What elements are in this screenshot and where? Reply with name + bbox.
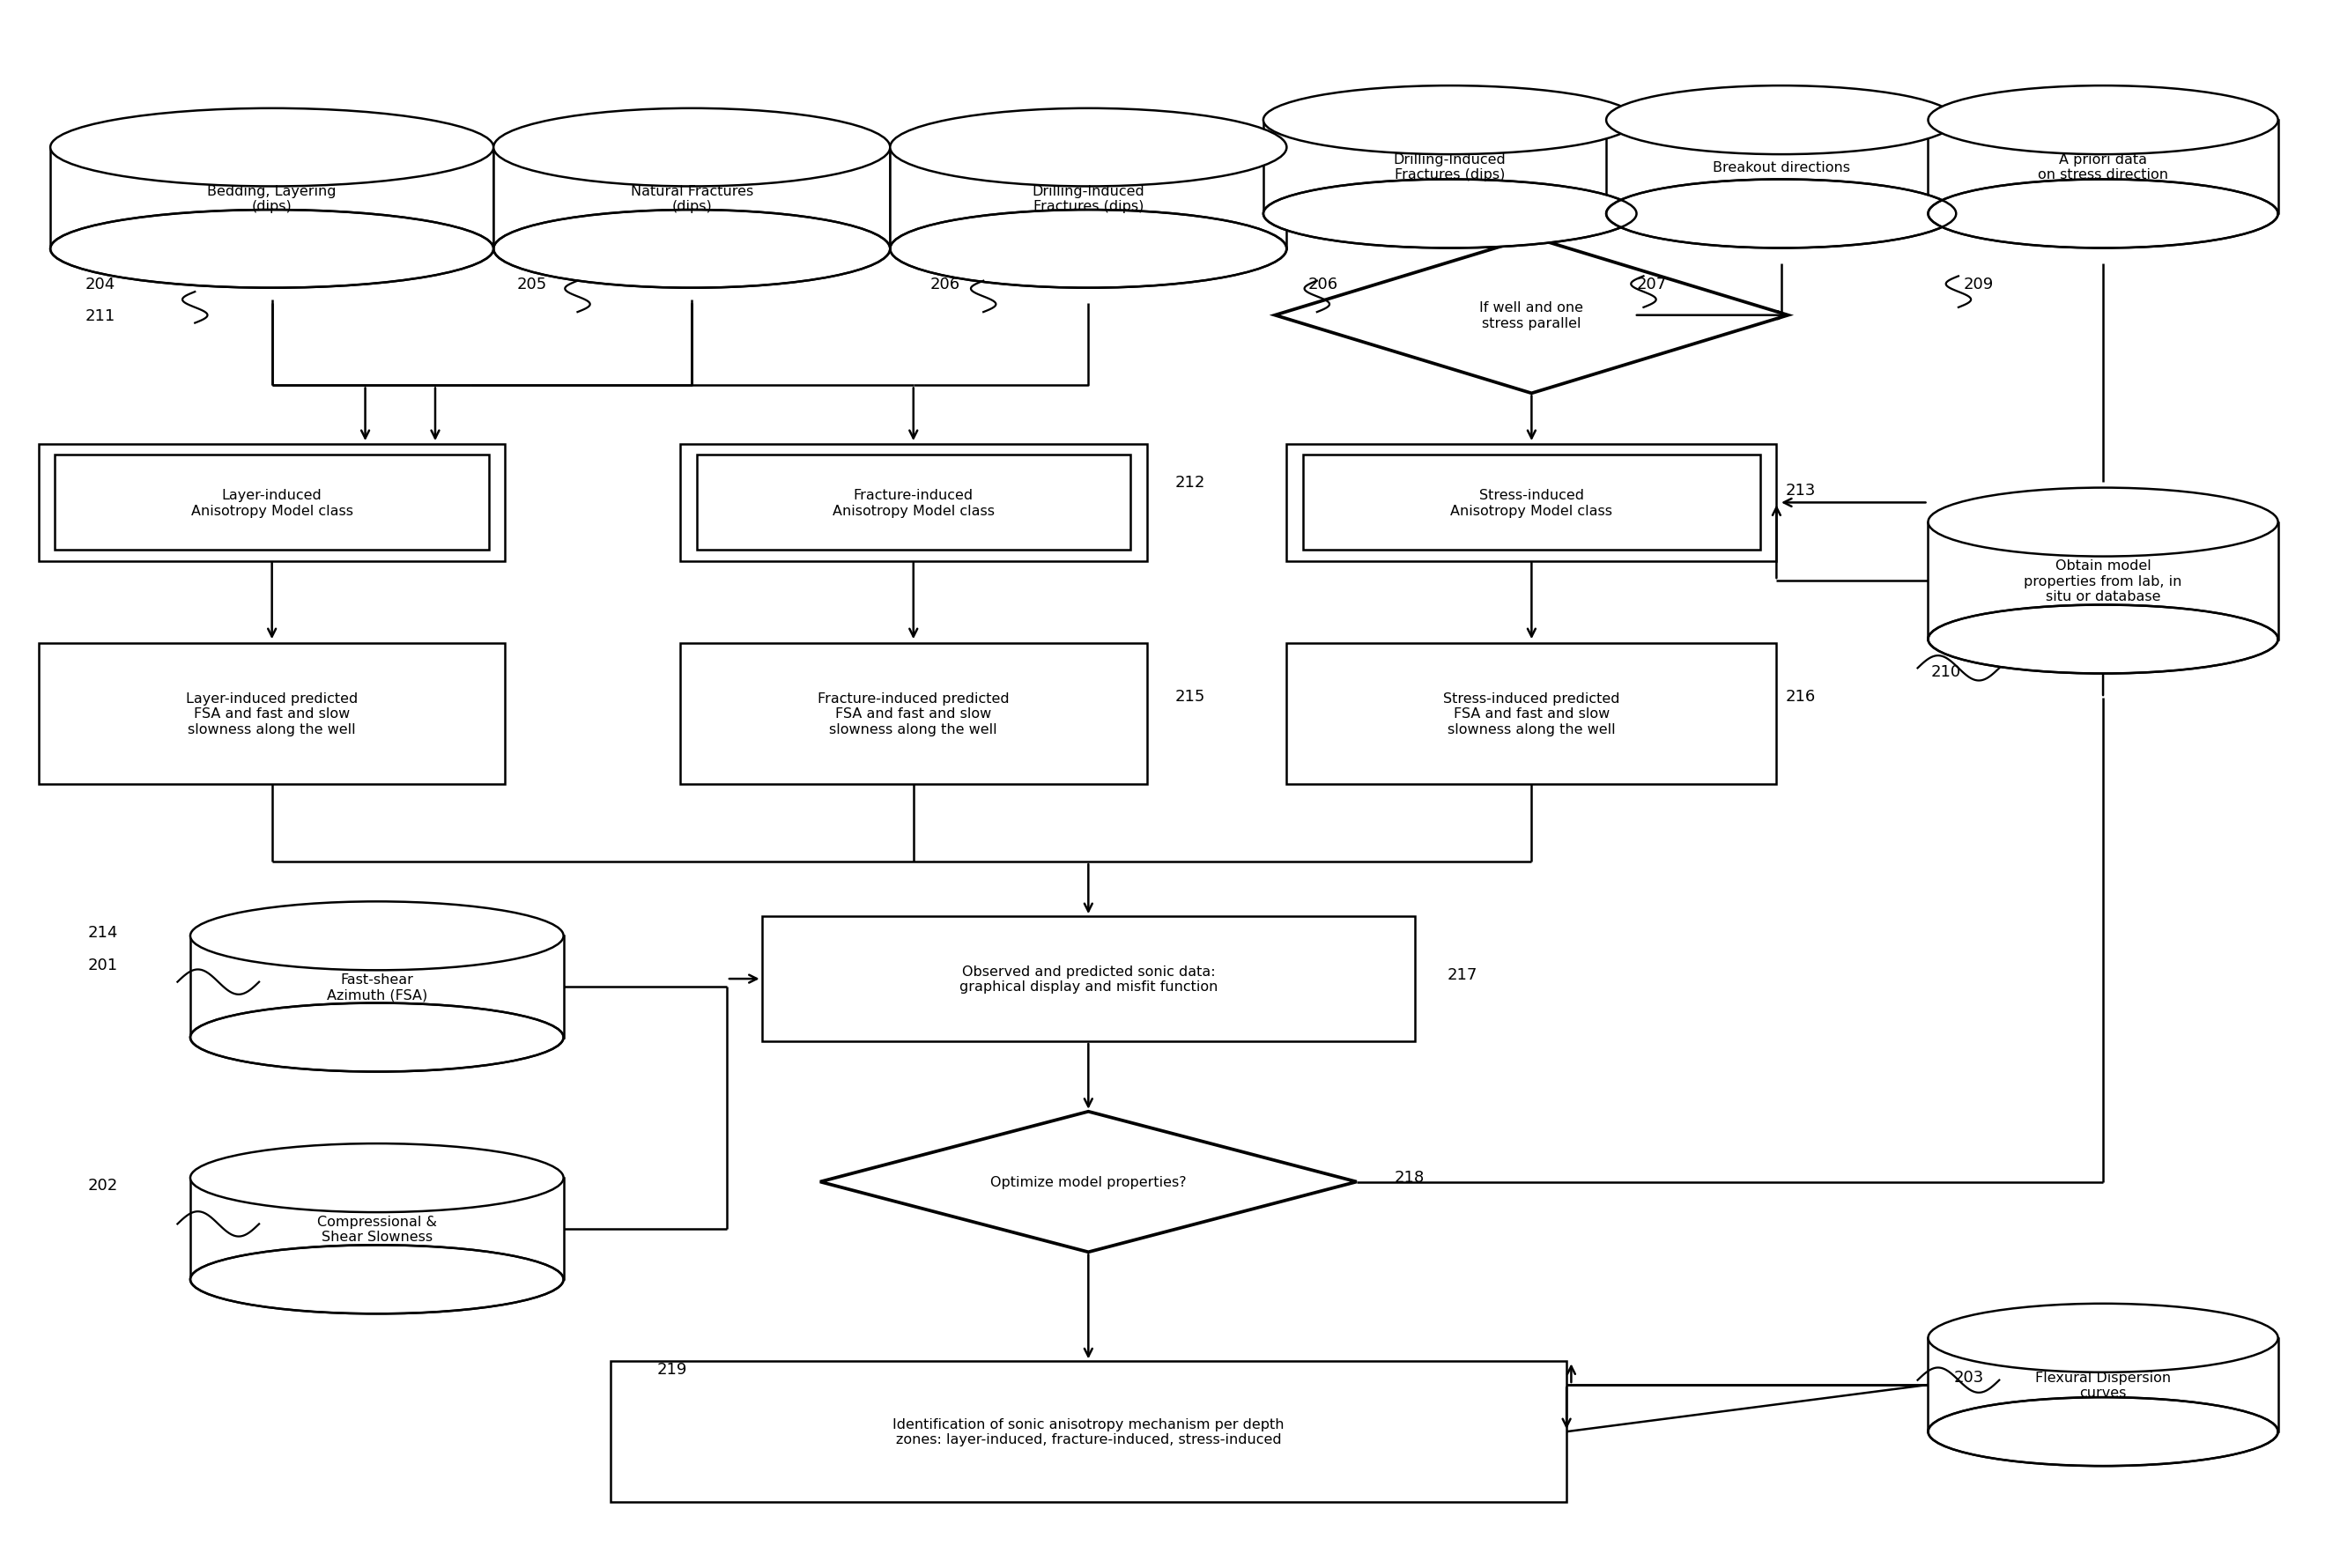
Text: Breakout directions: Breakout directions [1713, 162, 1851, 174]
Bar [1605, 121, 1956, 215]
Ellipse shape [190, 1143, 564, 1212]
Polygon shape [819, 1112, 1357, 1253]
Text: Fast-shear
Azimuth (FSA): Fast-shear Azimuth (FSA) [328, 972, 428, 1000]
Text: Optimize model properties?: Optimize model properties? [990, 1176, 1186, 1189]
Text: Fracture-induced predicted
FSA and fast and slow
slowness along the well: Fracture-induced predicted FSA and fast … [817, 691, 1009, 735]
Text: Stress-induced
Anisotropy Model class: Stress-induced Anisotropy Model class [1451, 489, 1612, 517]
Ellipse shape [192, 1005, 562, 1071]
Ellipse shape [1605, 86, 1956, 155]
Ellipse shape [54, 212, 491, 287]
Bar [681, 643, 1147, 784]
Ellipse shape [192, 1247, 562, 1312]
Ellipse shape [1928, 180, 2279, 249]
Text: Bedding, Layering
(dips): Bedding, Layering (dips) [208, 185, 337, 213]
Text: Observed and predicted sonic data:
graphical display and misfit function: Observed and predicted sonic data: graph… [959, 964, 1217, 994]
Ellipse shape [1608, 182, 1954, 248]
Bar [40, 643, 505, 784]
Bar [51, 147, 494, 249]
Text: 216: 216 [1785, 688, 1816, 704]
Text: If well and one
stress parallel: If well and one stress parallel [1479, 301, 1584, 329]
Ellipse shape [494, 210, 889, 289]
Text: 201: 201 [87, 956, 117, 974]
Ellipse shape [1264, 86, 1636, 155]
Bar [1928, 1338, 2279, 1432]
Ellipse shape [1928, 488, 2279, 557]
Bar [1303, 455, 1760, 550]
Text: 203: 203 [1954, 1369, 1984, 1385]
Text: 205: 205 [517, 276, 548, 293]
Ellipse shape [889, 210, 1287, 289]
Bar [1287, 643, 1776, 784]
Text: Stress-induced predicted
FSA and fast and slow
slowness along the well: Stress-induced predicted FSA and fast an… [1444, 691, 1619, 735]
Ellipse shape [1930, 1399, 2277, 1465]
Ellipse shape [1264, 180, 1636, 249]
Text: 210: 210 [1930, 663, 1961, 679]
Ellipse shape [889, 110, 1287, 187]
Bar [190, 1178, 564, 1279]
Text: 218: 218 [1395, 1170, 1425, 1185]
Bar [1287, 445, 1776, 561]
Ellipse shape [190, 1004, 564, 1073]
Text: 211: 211 [84, 307, 115, 323]
Text: 209: 209 [1963, 276, 1994, 293]
Text: 217: 217 [1448, 966, 1479, 982]
Bar [54, 455, 489, 550]
Ellipse shape [1930, 182, 2277, 248]
Text: 215: 215 [1175, 688, 1205, 704]
Ellipse shape [1930, 607, 2277, 673]
Bar [681, 445, 1147, 561]
Ellipse shape [51, 110, 494, 187]
Bar [1928, 121, 2279, 215]
Text: Fracture-induced
Anisotropy Model class: Fracture-induced Anisotropy Model class [833, 489, 994, 517]
Text: Drilling-Induced
Fractures (dips): Drilling-Induced Fractures (dips) [1395, 154, 1507, 182]
Ellipse shape [892, 212, 1285, 287]
Bar [40, 445, 505, 561]
Text: Flexural Dispersion
curves: Flexural Dispersion curves [2036, 1370, 2172, 1399]
Text: Drilling-Induced
Fractures (dips): Drilling-Induced Fractures (dips) [1032, 185, 1144, 213]
Text: 219: 219 [658, 1361, 688, 1377]
Ellipse shape [1928, 86, 2279, 155]
Bar [763, 917, 1416, 1041]
Ellipse shape [190, 1245, 564, 1314]
Bar [190, 936, 564, 1038]
Ellipse shape [1928, 1397, 2279, 1466]
Text: 214: 214 [87, 925, 117, 941]
Polygon shape [1275, 238, 1788, 394]
Bar [889, 147, 1287, 249]
Ellipse shape [496, 212, 887, 287]
Ellipse shape [1928, 605, 2279, 674]
Ellipse shape [494, 110, 889, 187]
Bar [697, 455, 1130, 550]
Text: A priori data
on stress direction: A priori data on stress direction [2038, 154, 2169, 182]
Text: 206: 206 [1308, 276, 1338, 293]
Bar [1264, 121, 1636, 215]
Ellipse shape [1266, 182, 1633, 248]
Text: 213: 213 [1785, 483, 1816, 499]
Bar [1928, 522, 2279, 640]
Text: Natural Fractures
(dips): Natural Fractures (dips) [629, 185, 753, 213]
Text: Layer-induced
Anisotropy Model class: Layer-induced Anisotropy Model class [192, 489, 353, 517]
Text: 204: 204 [84, 276, 115, 293]
Text: Layer-induced predicted
FSA and fast and slow
slowness along the well: Layer-induced predicted FSA and fast and… [185, 691, 358, 735]
Text: 206: 206 [929, 276, 959, 293]
Text: 212: 212 [1175, 475, 1205, 491]
Ellipse shape [51, 210, 494, 289]
Bar [611, 1361, 1565, 1502]
Text: Obtain model
properties from lab, in
situ or database: Obtain model properties from lab, in sit… [2024, 560, 2183, 604]
Text: Identification of sonic anisotropy mechanism per depth
zones: layer-induced, fra: Identification of sonic anisotropy mecha… [892, 1417, 1285, 1446]
Ellipse shape [1928, 1303, 2279, 1372]
Ellipse shape [190, 902, 564, 971]
Ellipse shape [1605, 180, 1956, 249]
Bar [494, 147, 889, 249]
Text: 207: 207 [1636, 276, 1666, 293]
Text: 202: 202 [87, 1178, 117, 1193]
Text: Compressional &
Shear Slowness: Compressional & Shear Slowness [316, 1215, 438, 1243]
